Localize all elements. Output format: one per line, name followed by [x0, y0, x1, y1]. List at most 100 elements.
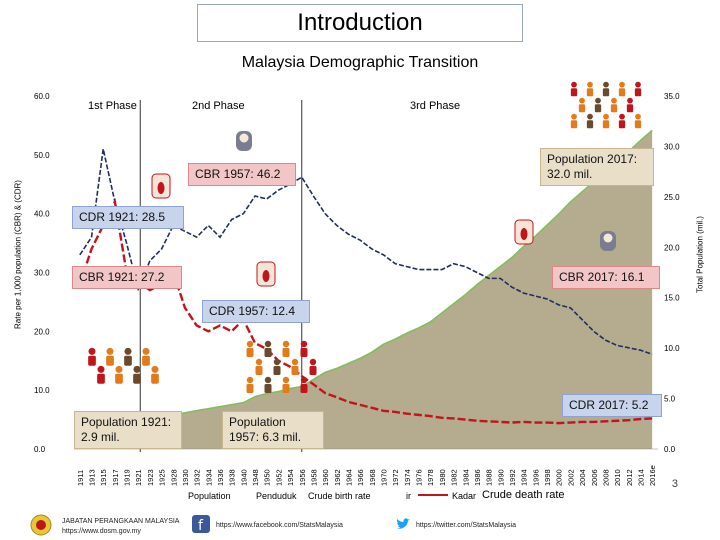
- people-icon: [255, 358, 263, 366]
- people-icon: [300, 348, 308, 357]
- x-tick-label: 1950: [263, 469, 272, 486]
- x-tick-label: 1954: [286, 469, 295, 486]
- x-tick-label: 1968: [368, 469, 377, 486]
- footprint-icon: [157, 182, 165, 194]
- x-tick-label: 1948: [251, 469, 260, 486]
- x-tick-label: 2000: [555, 469, 564, 486]
- x-tick-label: 1998: [543, 469, 552, 486]
- baby-icon: [239, 133, 249, 143]
- people-icon: [291, 358, 299, 366]
- people-icon: [88, 355, 96, 366]
- y-tick-label: 0.0: [34, 445, 46, 454]
- x-tick-label: 1984: [461, 469, 470, 486]
- x-tick-label: 1982: [450, 469, 459, 486]
- chart-title: Malaysia Demographic Transition: [241, 54, 479, 71]
- people-icon: [300, 384, 308, 393]
- x-tick-label: 1952: [274, 469, 283, 486]
- x-tick-label: 1934: [204, 469, 213, 486]
- x-tick-label: 2010: [613, 469, 622, 486]
- callout-cbr-2017: CBR 2017: 16.1: [552, 266, 660, 289]
- x-tick-label: 1966: [356, 469, 365, 486]
- x-tick-label: 2004: [578, 469, 587, 486]
- footprint-icon: [520, 228, 528, 240]
- people-icon: [587, 81, 593, 88]
- people-icon: [634, 120, 642, 129]
- y-axis-label: Rate per 1,000 population (CBR) & (CDR): [13, 180, 23, 329]
- people-icon: [282, 348, 290, 357]
- x-tick-label: 1915: [99, 469, 108, 486]
- footer-facebook[interactable]: https://www.facebook.com/StatsMalaysia: [216, 522, 343, 529]
- people-icon: [610, 104, 618, 113]
- people-icon: [603, 81, 609, 88]
- legend-cdr: Crude death rate: [482, 489, 565, 501]
- x-tick-label: 1930: [181, 469, 190, 486]
- x-tick-label: 1958: [309, 469, 318, 486]
- callout-cbr-1921: CBR 1921: 27.2: [72, 266, 182, 289]
- callout-cdr-1957: CDR 1957: 12.4: [202, 300, 310, 323]
- people-icon: [603, 113, 609, 120]
- x-tick-label: 1994: [520, 469, 529, 486]
- people-icon: [291, 366, 299, 375]
- x-tick-label: 1990: [496, 469, 505, 486]
- people-icon: [151, 365, 159, 373]
- y2-tick-label: 30.0: [664, 142, 680, 151]
- y2-tick-label: 20.0: [664, 243, 680, 252]
- x-tick-label: 1923: [146, 469, 155, 486]
- people-icon: [133, 365, 141, 373]
- people-icon: [618, 120, 626, 129]
- people-icon: [264, 340, 272, 348]
- people-icon: [273, 358, 281, 366]
- people-icon: [634, 88, 642, 97]
- people-icon: [602, 88, 610, 97]
- people-icon: [586, 88, 594, 97]
- people-icon: [586, 120, 594, 129]
- x-tick-label: 1992: [508, 469, 517, 486]
- x-tick-label: 1925: [158, 469, 167, 486]
- people-icon: [106, 355, 114, 366]
- footer-twitter[interactable]: https://twitter.com/StatsMalaysia: [416, 522, 516, 529]
- people-icon: [106, 347, 114, 355]
- population-area: [79, 130, 653, 449]
- x-tick-label: 1911: [76, 470, 85, 486]
- x-tick-label: 1938: [228, 469, 237, 486]
- x-tick-label: 1988: [485, 469, 494, 486]
- y-tick-label: 30.0: [34, 269, 50, 278]
- x-tick-label: 1976: [415, 469, 424, 486]
- x-tick-label: 2002: [566, 469, 575, 486]
- x-tick-label: 1986: [473, 469, 482, 486]
- y2-tick-label: 35.0: [664, 92, 680, 101]
- y2-tick-label: 15.0: [664, 294, 680, 303]
- people-icon: [97, 373, 105, 384]
- people-icon: [246, 376, 254, 384]
- x-tick-label: 1919: [123, 469, 132, 486]
- people-icon: [142, 355, 150, 366]
- people-icon: [133, 373, 141, 384]
- people-icon: [124, 347, 132, 355]
- x-tick-label: 1932: [193, 469, 202, 486]
- people-icon: [570, 120, 578, 129]
- people-icon: [151, 373, 159, 384]
- facebook-icon[interactable]: f: [192, 515, 210, 533]
- x-tick-label: 1970: [380, 469, 389, 486]
- footer-url[interactable]: https://www.dosm.gov.my: [62, 528, 141, 535]
- people-icon: [282, 340, 290, 348]
- footer-org: JABATAN PERANGKAAN MALAYSIA: [62, 518, 180, 525]
- x-tick-label: 1940: [239, 469, 248, 486]
- people-icon: [309, 366, 317, 375]
- people-icon: [579, 97, 585, 104]
- people-icon: [88, 347, 96, 355]
- people-icon: [255, 366, 263, 375]
- callout-cdr-2017: CDR 2017: 5.2: [562, 394, 662, 417]
- y2-tick-label: 10.0: [664, 344, 680, 353]
- people-icon: [578, 104, 586, 113]
- callout-pop-1957: Population 1957: 6.3 mil.: [222, 411, 324, 449]
- people-icon: [124, 355, 132, 366]
- twitter-icon[interactable]: [394, 515, 412, 533]
- y2-tick-label: 25.0: [664, 193, 680, 202]
- x-tick-label: 1974: [403, 469, 412, 486]
- people-icon: [626, 104, 634, 113]
- people-icon: [619, 81, 625, 88]
- baby-icon: [603, 233, 613, 243]
- people-icon: [273, 366, 281, 375]
